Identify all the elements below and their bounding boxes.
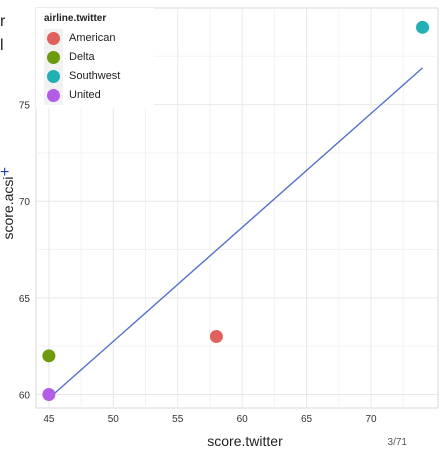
y-tick-label: 65 bbox=[19, 294, 31, 305]
point-southwest bbox=[416, 20, 430, 34]
legend-key bbox=[44, 48, 63, 67]
legend-swatch-delta bbox=[47, 51, 60, 64]
y-tick-label: 70 bbox=[19, 197, 31, 208]
x-axis-label: score.twitter bbox=[207, 433, 283, 449]
x-tick-label: 65 bbox=[301, 414, 313, 425]
x-axis-ticks: 45 50 55 60 65 70 bbox=[43, 414, 377, 425]
legend-title: airline.twitter bbox=[44, 13, 107, 24]
trend-line bbox=[48, 67, 424, 399]
legend-label-delta: Delta bbox=[69, 51, 95, 63]
legend-label-southwest: Southwest bbox=[69, 70, 121, 82]
edge-text-fragment-2: l bbox=[0, 37, 4, 54]
legend-key bbox=[44, 67, 63, 86]
page-number: 3/71 bbox=[387, 437, 407, 448]
legend-item-delta: Delta bbox=[44, 48, 154, 67]
legend-key bbox=[44, 29, 63, 48]
point-delta bbox=[42, 349, 56, 363]
x-tick-label: 60 bbox=[237, 414, 249, 425]
data-points bbox=[42, 20, 430, 401]
x-tick-label: 50 bbox=[108, 414, 120, 425]
legend-item-american: American bbox=[44, 29, 154, 48]
legend-label-united: United bbox=[69, 89, 101, 101]
legend-label-american: American bbox=[69, 32, 116, 44]
y-tick-label: 75 bbox=[19, 101, 31, 112]
legend-key bbox=[44, 86, 63, 105]
legend-swatch-united bbox=[47, 89, 60, 102]
edge-text-fragment-1: r bbox=[0, 13, 6, 30]
x-tick-label: 70 bbox=[365, 414, 377, 425]
legend-item-united: United bbox=[44, 86, 154, 105]
edge-text-fragment-3: + bbox=[0, 164, 10, 181]
legend-item-southwest: Southwest bbox=[44, 67, 154, 86]
legend-swatch-american bbox=[47, 32, 60, 45]
y-axis-ticks: 60 65 70 75 bbox=[19, 101, 31, 402]
y-tick-label: 60 bbox=[19, 390, 31, 401]
point-american bbox=[209, 330, 223, 344]
legend: airline.twitter American Delta Southwest… bbox=[36, 8, 154, 108]
y-axis-label: score.acsi bbox=[0, 176, 16, 239]
point-united bbox=[42, 387, 56, 401]
x-tick-label: 55 bbox=[172, 414, 184, 425]
legend-swatch-southwest bbox=[47, 70, 60, 83]
x-tick-label: 45 bbox=[43, 414, 55, 425]
